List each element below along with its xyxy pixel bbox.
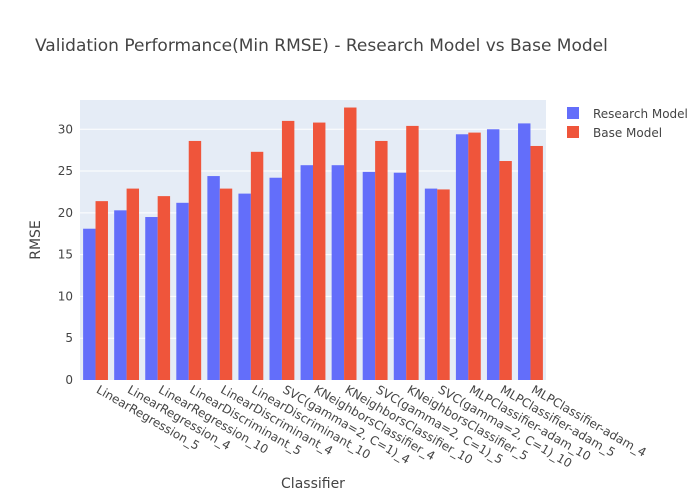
bar[interactable]	[176, 202, 189, 380]
bar[interactable]	[393, 172, 407, 380]
legend-swatch[interactable]	[567, 126, 579, 138]
legend-label[interactable]: Research Model	[593, 107, 688, 121]
y-tick-label: 10	[58, 289, 73, 303]
bar[interactable]	[468, 132, 481, 380]
bar[interactable]	[188, 140, 202, 380]
bar[interactable]	[95, 201, 108, 380]
bar[interactable]	[219, 188, 233, 380]
bar[interactable]	[300, 165, 313, 380]
bar[interactable]	[499, 161, 512, 380]
y-tick-label: 30	[58, 122, 73, 136]
y-tick-label: 0	[65, 373, 73, 387]
bar[interactable]	[424, 188, 438, 380]
bar[interactable]	[83, 228, 96, 380]
bar[interactable]	[455, 134, 469, 380]
bar[interactable]	[269, 177, 282, 380]
y-tick-label: 25	[58, 164, 73, 178]
bar[interactable]	[313, 122, 326, 380]
bar[interactable]	[362, 171, 376, 380]
y-axis-title: RMSE	[28, 220, 44, 260]
x-axis-title: Classifier	[281, 476, 345, 492]
bar[interactable]	[331, 165, 345, 380]
bar[interactable]	[518, 123, 531, 380]
bar[interactable]	[114, 210, 127, 380]
y-tick-label: 5	[65, 331, 73, 345]
bar[interactable]	[157, 196, 171, 380]
bar[interactable]	[207, 176, 220, 380]
bar[interactable]	[281, 120, 295, 381]
bar[interactable]	[126, 188, 140, 380]
bar[interactable]	[486, 129, 500, 380]
bar[interactable]	[344, 107, 357, 380]
bar[interactable]	[530, 145, 543, 380]
legend: Research Model Base Model	[567, 107, 688, 140]
bar[interactable]	[437, 189, 450, 380]
x-tick-labels: LinearRegression_5LinearRegression_4Line…	[94, 382, 649, 470]
legend-swatch[interactable]	[567, 107, 579, 119]
y-tick-label: 20	[58, 206, 73, 220]
bars	[83, 107, 543, 381]
bar[interactable]	[375, 140, 388, 380]
bar[interactable]	[145, 217, 158, 380]
bar[interactable]	[238, 193, 251, 380]
y-tick-label: 15	[58, 248, 73, 262]
bar[interactable]	[406, 125, 419, 380]
y-tick-labels: 0 5 10 15 20 25 30	[58, 122, 73, 387]
legend-label[interactable]: Base Model	[593, 126, 662, 140]
chart-title: Validation Performance(Min RMSE) - Resea…	[35, 36, 608, 56]
bar[interactable]	[250, 151, 264, 380]
